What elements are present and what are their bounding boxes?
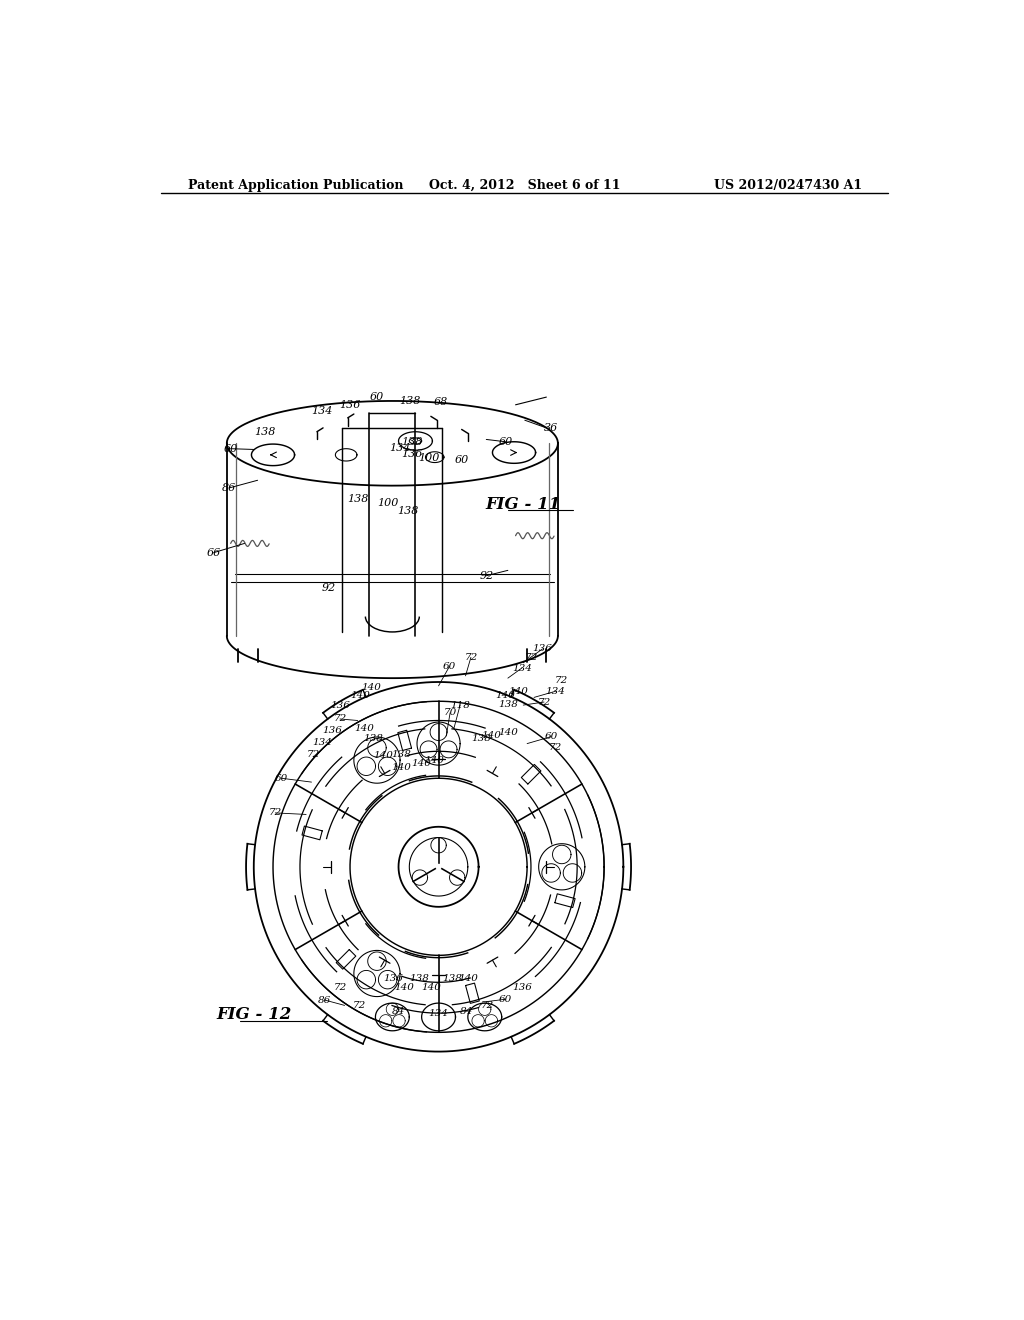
Text: 84: 84: [392, 1007, 406, 1016]
Text: 136: 136: [401, 449, 422, 459]
Text: 134: 134: [429, 1010, 449, 1018]
Text: 140: 140: [481, 731, 501, 741]
Text: 134: 134: [311, 407, 332, 416]
Text: 92: 92: [479, 570, 494, 581]
Text: 140: 140: [421, 983, 440, 993]
Text: 140: 140: [350, 692, 370, 701]
Text: 100: 100: [419, 453, 440, 463]
Text: 72: 72: [334, 714, 347, 723]
Text: 60: 60: [499, 995, 512, 1003]
Text: 86: 86: [222, 483, 237, 492]
Text: US 2012/0247430 A1: US 2012/0247430 A1: [714, 178, 862, 191]
Text: 138: 138: [401, 437, 422, 446]
Text: 86: 86: [318, 995, 331, 1005]
Text: 138: 138: [442, 974, 463, 983]
Text: 138: 138: [364, 734, 383, 743]
Text: 140: 140: [361, 682, 382, 692]
Text: 36: 36: [544, 422, 558, 433]
Text: 68: 68: [434, 397, 447, 408]
Text: 60: 60: [455, 455, 469, 465]
Text: 72: 72: [538, 697, 551, 706]
Text: 138: 138: [397, 506, 419, 516]
Text: 140: 140: [391, 763, 412, 772]
Text: Patent Application Publication: Patent Application Publication: [188, 178, 403, 191]
Text: 60: 60: [370, 392, 384, 403]
Text: 140: 140: [458, 974, 478, 983]
Text: 136: 136: [513, 983, 532, 993]
Text: 84: 84: [460, 1007, 473, 1016]
Text: 134: 134: [512, 664, 531, 673]
Text: 72: 72: [480, 1001, 494, 1010]
Text: 140: 140: [373, 751, 393, 759]
Text: 70: 70: [443, 709, 457, 717]
Text: 138: 138: [391, 750, 411, 759]
Text: 140: 140: [354, 723, 374, 733]
Text: 136: 136: [339, 400, 360, 409]
Text: 72: 72: [524, 653, 538, 661]
Text: 60: 60: [274, 774, 288, 783]
Text: 72: 72: [464, 653, 477, 661]
Text: 100: 100: [377, 498, 398, 508]
Text: 60: 60: [545, 733, 558, 741]
Text: 138: 138: [410, 974, 429, 983]
Text: Oct. 4, 2012   Sheet 6 of 11: Oct. 4, 2012 Sheet 6 of 11: [429, 178, 621, 191]
Text: 66: 66: [207, 548, 221, 557]
Text: 138: 138: [347, 494, 369, 504]
Text: 60: 60: [442, 663, 456, 671]
Text: 92: 92: [323, 583, 336, 593]
Text: 134: 134: [389, 444, 411, 453]
Text: 140: 140: [394, 983, 415, 993]
Text: 136: 136: [532, 644, 552, 653]
Text: FIG - 11: FIG - 11: [485, 496, 561, 513]
Text: 72: 72: [307, 750, 321, 759]
Text: 140: 140: [411, 759, 431, 768]
Text: 138: 138: [499, 700, 518, 709]
Text: 72: 72: [555, 676, 568, 685]
Text: 140: 140: [498, 729, 518, 738]
Text: 134: 134: [546, 686, 565, 696]
Text: 72: 72: [352, 1001, 366, 1010]
Text: 140: 140: [424, 756, 443, 766]
Text: 140: 140: [496, 690, 515, 700]
Text: 118: 118: [451, 701, 470, 710]
Text: 134: 134: [312, 738, 332, 747]
Text: 140: 140: [509, 686, 528, 696]
Text: 72: 72: [549, 743, 562, 752]
Text: 136: 136: [323, 726, 342, 735]
Text: 136: 136: [383, 974, 403, 983]
Text: 60: 60: [223, 444, 238, 454]
Text: 138: 138: [399, 396, 421, 407]
Text: FIG - 12: FIG - 12: [216, 1006, 292, 1023]
Text: 138: 138: [471, 734, 490, 743]
Text: 138: 138: [255, 426, 276, 437]
Text: 136: 136: [330, 701, 350, 710]
Text: 72: 72: [268, 808, 282, 817]
Text: 72: 72: [334, 983, 347, 993]
Text: 60: 60: [499, 437, 513, 446]
